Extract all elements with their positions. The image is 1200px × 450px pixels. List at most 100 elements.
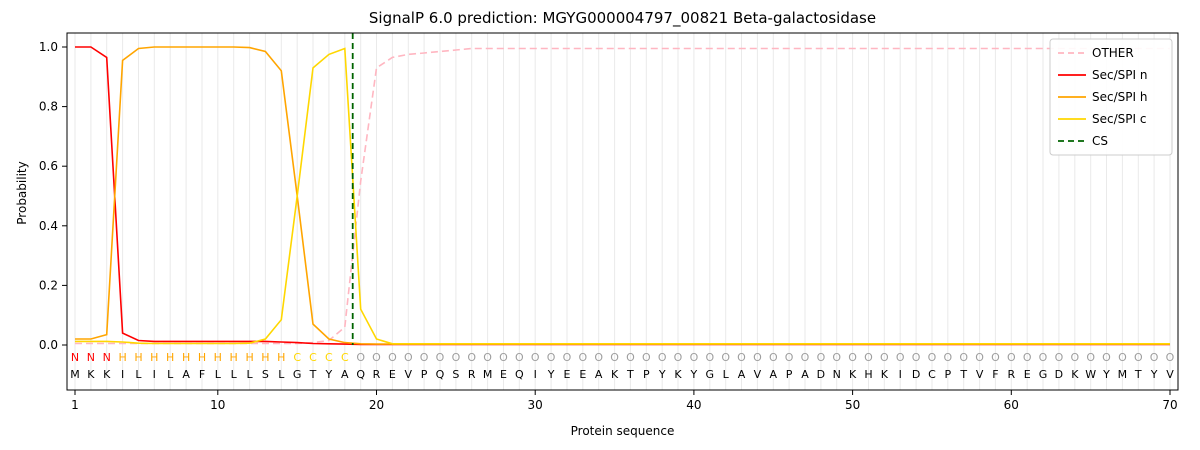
sequence-letter: K bbox=[87, 368, 95, 381]
sequence-letter: L bbox=[215, 368, 222, 381]
sequence-letter: L bbox=[167, 368, 174, 381]
sequence-letter: K bbox=[1071, 368, 1079, 381]
y-tick-label: 0.6 bbox=[39, 159, 58, 173]
annotation-letter: O bbox=[705, 351, 714, 364]
y-tick-label: 0.8 bbox=[39, 100, 58, 114]
annotation-letter: O bbox=[959, 351, 968, 364]
annotation-letter: H bbox=[230, 351, 238, 364]
chart-title: SignalP 6.0 prediction: MGYG000004797_00… bbox=[368, 9, 877, 27]
grid-lines bbox=[74, 33, 1171, 390]
annotation-letter: O bbox=[610, 351, 619, 364]
sequence-letter: K bbox=[674, 368, 682, 381]
sequence-letter: Y bbox=[325, 368, 333, 381]
sequence-letter: Y bbox=[658, 368, 666, 381]
sequence-letter: E bbox=[500, 368, 507, 381]
legend-label: Sec/SPI c bbox=[1092, 112, 1146, 126]
series-line-sec-spi-c bbox=[75, 47, 1170, 345]
sequence-letter: A bbox=[182, 368, 190, 381]
annotation-letter: O bbox=[372, 351, 381, 364]
sequence-letter: K bbox=[849, 368, 857, 381]
annotation-letter: O bbox=[1086, 351, 1095, 364]
sequence-letter: K bbox=[611, 368, 619, 381]
y-tick-label: 1.0 bbox=[39, 40, 58, 54]
annotation-letter: H bbox=[182, 351, 190, 364]
x-tick-label: 10 bbox=[210, 398, 225, 412]
annotation-letter: H bbox=[261, 351, 269, 364]
annotation-letter: O bbox=[943, 351, 952, 364]
sequence-letter: S bbox=[452, 368, 459, 381]
annotation-letter: H bbox=[166, 351, 174, 364]
annotation-letter: H bbox=[245, 351, 253, 364]
annotation-letter: H bbox=[118, 351, 126, 364]
sequence-letter: E bbox=[579, 368, 586, 381]
sequence-letter: A bbox=[341, 368, 349, 381]
sequence-letter: S bbox=[262, 368, 269, 381]
sequence-letter: E bbox=[564, 368, 571, 381]
annotation-letter: O bbox=[388, 351, 397, 364]
sequence-letter: V bbox=[976, 368, 984, 381]
sequence-letter: L bbox=[278, 368, 285, 381]
sequence-letter: P bbox=[944, 368, 951, 381]
annotation-letter: O bbox=[721, 351, 730, 364]
sequence-letter: I bbox=[121, 368, 124, 381]
sequence-letter: H bbox=[864, 368, 872, 381]
annotation-letter: O bbox=[1102, 351, 1111, 364]
annotation-letter: O bbox=[785, 351, 794, 364]
sequence-letter: K bbox=[103, 368, 111, 381]
legend-label: Sec/SPI h bbox=[1092, 90, 1147, 104]
legend-label: Sec/SPI n bbox=[1092, 68, 1147, 82]
sequence-letter: K bbox=[881, 368, 889, 381]
legend-box bbox=[1049, 38, 1173, 156]
sequence-letter: M bbox=[1118, 368, 1128, 381]
legend-label: CS bbox=[1092, 134, 1108, 148]
sequence-letter: A bbox=[738, 368, 746, 381]
sequence-letter: R bbox=[468, 368, 476, 381]
sequence-letter: G bbox=[1039, 368, 1048, 381]
sequence-letter: Q bbox=[356, 368, 365, 381]
annotation-letter: C bbox=[309, 351, 317, 364]
annotation-letter: O bbox=[991, 351, 1000, 364]
annotation-letter: H bbox=[214, 351, 222, 364]
annotation-letter: C bbox=[341, 351, 349, 364]
annotation-letter: H bbox=[150, 351, 158, 364]
sequence-letter: T bbox=[959, 368, 967, 381]
annotation-letter: O bbox=[1134, 351, 1143, 364]
sequence-letter: W bbox=[1085, 368, 1096, 381]
sequence-letter: T bbox=[309, 368, 317, 381]
sequence-letter: M bbox=[70, 368, 80, 381]
annotation-letter: O bbox=[1150, 351, 1159, 364]
sequence-letter: Q bbox=[515, 368, 524, 381]
annotation-letter: O bbox=[499, 351, 508, 364]
annotation-letter: O bbox=[420, 351, 429, 364]
y-tick-label: 0.4 bbox=[39, 219, 58, 233]
annotation-letter: O bbox=[896, 351, 905, 364]
sequence-letter: L bbox=[135, 368, 142, 381]
sequence-letter: Y bbox=[690, 368, 698, 381]
annotation-letter: O bbox=[1039, 351, 1048, 364]
sequence-letter: P bbox=[643, 368, 650, 381]
annotation-letter: O bbox=[928, 351, 937, 364]
x-tick-label: 20 bbox=[369, 398, 384, 412]
annotation-letter: O bbox=[483, 351, 492, 364]
annotation-letter: O bbox=[864, 351, 873, 364]
annotation-letter: O bbox=[1070, 351, 1079, 364]
sequence-letter: L bbox=[231, 368, 238, 381]
sequence-letter: T bbox=[1134, 368, 1142, 381]
annotation-letter: O bbox=[658, 351, 667, 364]
annotation-letter: O bbox=[563, 351, 572, 364]
y-tick-label: 0.0 bbox=[39, 338, 58, 352]
sequence-letter: D bbox=[912, 368, 920, 381]
annotation-letter: O bbox=[515, 351, 524, 364]
sequence-letter: V bbox=[405, 368, 413, 381]
sequence-letter: A bbox=[801, 368, 809, 381]
x-tick-label: 40 bbox=[686, 398, 701, 412]
annotation-letter: O bbox=[674, 351, 683, 364]
annotation-letter: O bbox=[737, 351, 746, 364]
series-line-other bbox=[75, 47, 1170, 345]
annotation-letter: O bbox=[436, 351, 445, 364]
sequence-letter: L bbox=[723, 368, 730, 381]
sequence-letter: V bbox=[754, 368, 762, 381]
annotation-letter: O bbox=[547, 351, 556, 364]
